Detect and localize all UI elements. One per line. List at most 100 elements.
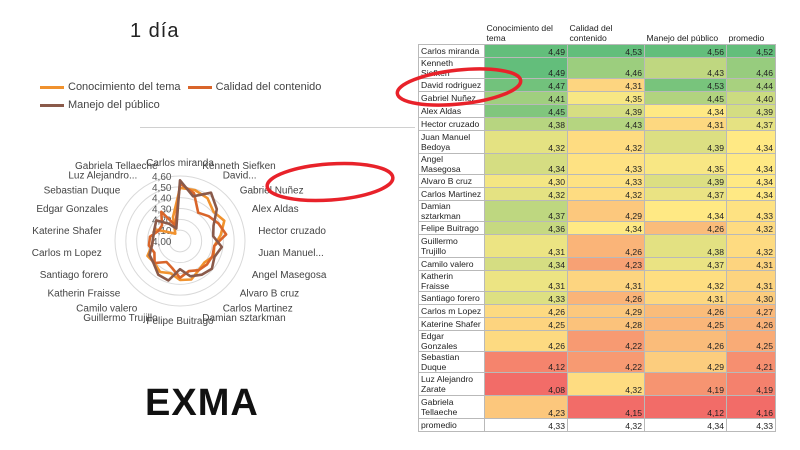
radar-axis-label: Katerine Shafer <box>32 226 102 237</box>
section-divider <box>140 127 415 128</box>
table-row: Carlos m Lopez 4,26 4,29 4,26 4,27 <box>418 304 776 318</box>
legend-item-calidad: Calidad del contenido <box>187 78 322 96</box>
table-cell-value: 4,25 <box>484 317 568 331</box>
table-cell-value: 4,27 <box>726 304 776 318</box>
table-cell-value: 4,34 <box>726 130 776 154</box>
table-row: Damian sztarkman 4,37 4,29 4,34 4,33 <box>418 200 776 222</box>
table-cell-name: Gabriela Tellaeche <box>418 395 485 419</box>
radar-axis-label: Felipe Buitrago <box>146 316 214 327</box>
table-cell-value: 4,08 <box>484 372 568 396</box>
table-row: Kenneth Siefken 4,49 4,46 4,43 4,46 <box>418 57 776 79</box>
table-cell-value: 4,12 <box>644 395 727 419</box>
table-cell-value: 4,29 <box>567 200 645 222</box>
table-cell-value: 4,38 <box>644 234 727 258</box>
table-cell-value: 4,46 <box>726 57 776 79</box>
table-cell-name: Damian sztarkman <box>418 200 485 222</box>
radar-grid-ring <box>136 197 224 285</box>
radar-axis-label: Damian sztarkman <box>202 313 285 324</box>
table-row: Alvaro B cruz 4,30 4,33 4,39 4,34 <box>418 174 776 188</box>
brand-logo-text: EXMA <box>145 382 259 424</box>
table-cell-value: 4,34 <box>484 257 568 271</box>
table-cell-value: 4,30 <box>726 291 776 305</box>
table-cell-value: 4,32 <box>484 130 568 154</box>
table-row: Katerine Shafer 4,25 4,28 4,25 4,26 <box>418 317 776 331</box>
table-cell-value: 4,23 <box>484 395 568 419</box>
table-cell-name: Alvaro B cruz <box>418 174 485 188</box>
table-cell-value: 4,33 <box>726 418 776 432</box>
table-cell-value: 4,26 <box>567 234 645 258</box>
legend-label-calidad: Calidad del contenido <box>215 81 322 93</box>
table-cell-value: 4,39 <box>567 104 645 118</box>
table-cell-value: 4,33 <box>726 200 776 222</box>
table-cell-name: Carlos Martinez <box>418 187 485 201</box>
scores-table: Conocimiento del tema Calidad del conten… <box>418 14 776 432</box>
table-cell-value: 4,37 <box>644 257 727 271</box>
radar-tick-label: 4,40 <box>152 194 172 205</box>
table-cell-value: 4,33 <box>567 153 645 175</box>
radar-axis-label: Gabriel Nuñez <box>240 185 304 196</box>
table-header-manejo: Manejo del público <box>646 33 719 43</box>
table-header-conocimiento: Conocimiento del tema <box>486 23 553 43</box>
table-cell-value: 4,26 <box>567 291 645 305</box>
radar-axis-label: Alex Aldas <box>252 204 299 215</box>
table-row: Carlos miranda 4,49 4,53 4,56 4,52 <box>418 44 776 58</box>
table-row: Alex Aldas 4,45 4,39 4,34 4,39 <box>418 104 776 118</box>
table-cell-value: 4,40 <box>726 91 776 105</box>
table-cell-name: Carlos miranda <box>418 44 485 58</box>
table-header-promedio: promedio <box>728 33 765 43</box>
table-cell-value: 4,32 <box>484 187 568 201</box>
radar-tick-label: 4,50 <box>152 183 172 194</box>
table-header-calidad: Calidad del contenido <box>569 23 613 43</box>
table-cell-name: Felipe Buitrago <box>418 221 485 235</box>
table-cell-value: 4,37 <box>644 187 727 201</box>
table-cell-value: 4,52 <box>726 44 776 58</box>
table-cell-value: 4,22 <box>567 330 645 352</box>
table-cell-value: 4,53 <box>644 78 727 92</box>
legend-swatch-manejo <box>40 103 64 107</box>
table-cell-value: 4,33 <box>567 174 645 188</box>
chart-legend: Conocimiento del tema Calidad del conten… <box>40 78 370 114</box>
table-cell-value: 4,21 <box>726 351 776 373</box>
table-cell-value: 4,19 <box>644 372 727 396</box>
table-cell-value: 4,30 <box>484 174 568 188</box>
table-cell-value: 4,34 <box>644 418 727 432</box>
table-cell-value: 4,53 <box>567 44 645 58</box>
radar-grid-ring <box>114 175 246 307</box>
table-cell-value: 4,34 <box>726 153 776 175</box>
table-row: Santiago forero 4,33 4,26 4,31 4,30 <box>418 291 776 305</box>
table-cell-value: 4,34 <box>726 187 776 201</box>
table-cell-value: 4,22 <box>567 351 645 373</box>
table-cell-value: 4,15 <box>567 395 645 419</box>
table-cell-value: 4,31 <box>567 270 645 292</box>
table-cell-value: 4,31 <box>567 78 645 92</box>
table-cell-value: 4,32 <box>567 130 645 154</box>
table-cell-value: 4,31 <box>726 270 776 292</box>
table-cell-name: Alex Aldas <box>418 104 485 118</box>
table-row: Guillermo Trujillo 4,31 4,26 4,38 4,32 <box>418 234 776 258</box>
table-cell-value: 4,32 <box>644 270 727 292</box>
table-cell-value: 4,46 <box>567 57 645 79</box>
table-cell-name: Katerine Shafer <box>418 317 485 331</box>
table-cell-value: 4,36 <box>484 221 568 235</box>
table-cell-value: 4,38 <box>484 117 568 131</box>
table-cell-value: 4,32 <box>567 187 645 201</box>
table-cell-value: 4,19 <box>726 372 776 396</box>
table-cell-name: Luz Alejandro Zarate <box>418 372 485 396</box>
table-cell-value: 4,12 <box>484 351 568 373</box>
table-cell-value: 4,32 <box>567 372 645 396</box>
table-row: Juan Manuel Bedoya 4,32 4,32 4,39 4,34 <box>418 130 776 154</box>
table-row: David rodriguez 4,47 4,31 4,53 4,44 <box>418 78 776 92</box>
table-row: Camilo valero 4,34 4,23 4,37 4,31 <box>418 257 776 271</box>
radar-series-line <box>148 178 224 282</box>
table-cell-value: 4,31 <box>644 291 727 305</box>
table-cell-value: 4,39 <box>644 174 727 188</box>
table-cell-value: 4,44 <box>726 78 776 92</box>
table-cell-value: 4,25 <box>644 317 727 331</box>
radar-axis-label: Carlos m Lopez <box>32 248 102 259</box>
table-header-name <box>419 14 485 45</box>
table-row: promedio 4,33 4,32 4,34 4,33 <box>418 418 776 432</box>
table-cell-value: 4,37 <box>484 200 568 222</box>
legend-label-conocimiento: Conocimiento del tema <box>68 81 181 93</box>
table-cell-value: 4,37 <box>726 117 776 131</box>
radar-axis-label: Santiago forero <box>40 270 109 281</box>
